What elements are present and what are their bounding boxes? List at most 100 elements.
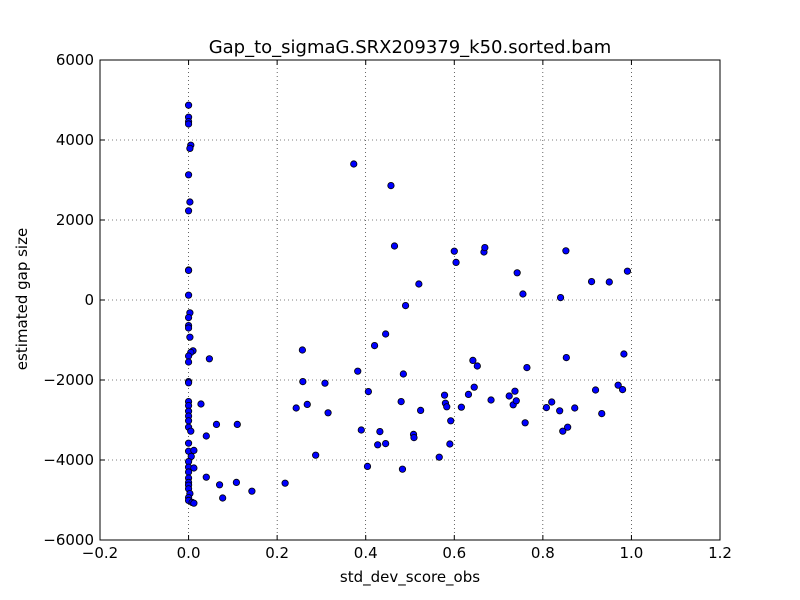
data-point [233,420,241,428]
data-point [417,406,425,414]
data-point [184,352,193,360]
y-axis-title: estimated gap size [13,228,31,370]
data-point [410,433,418,442]
data-point [370,341,379,350]
data-point [215,481,224,489]
data-point [435,453,443,461]
data-point [190,464,198,472]
data-point [398,465,407,473]
data-point [464,390,473,398]
data-point [374,441,382,449]
data-point [202,432,210,440]
data-point [487,396,495,404]
data-point [470,383,478,391]
data-point [232,478,240,486]
data-point [184,324,193,332]
data-point [202,473,210,481]
data-point [219,494,227,502]
y-tick-label: −4000 [43,451,94,469]
data-point [473,362,481,370]
data-point [292,404,300,412]
y-tick-label: −2000 [43,371,94,389]
x-tick-label: 1.0 [619,544,643,562]
data-point [197,400,205,408]
data-point [564,423,572,431]
data-point [184,207,193,215]
x-tick-label: 0.2 [265,544,289,562]
data-point [513,269,521,277]
data-point [281,479,289,487]
data-point [447,417,455,425]
data-point [452,258,460,266]
axis-ticks [99,59,721,541]
data-point [190,446,198,454]
data-point [184,266,193,274]
data-point [382,439,390,448]
chart-title: Gap_to_sigmaG.SRX209379_k50.sorted.bam [209,37,612,58]
data-point [548,398,556,406]
data-point [184,171,193,179]
data-point [571,404,579,412]
x-tick-labels: −0.2 0.0 0.2 0.4 0.6 0.8 1.0 1.2 [82,544,732,562]
data-point [212,420,221,428]
data-point [521,419,529,427]
data-point [354,367,362,375]
data-point [443,403,451,411]
data-point [512,397,520,405]
data-point [186,144,194,152]
y-tick-label: 0 [84,291,94,309]
data-point [542,403,551,412]
data-point [299,377,307,386]
data-point [324,409,332,417]
data-point [184,358,193,366]
data-point [450,247,458,255]
x-tick-label: 0.4 [354,544,378,562]
data-point [186,198,194,206]
x-tick-label: −0.2 [82,544,118,562]
y-tick-label: −6000 [43,531,94,549]
data-point [614,381,622,389]
data-point [187,427,195,435]
data-point [248,487,256,495]
data-point [556,293,565,302]
y-tick-label: 6000 [56,51,94,69]
data-point [303,400,311,408]
data-point [184,291,193,299]
grid-lines [100,60,720,540]
data-point [205,355,213,363]
data-point [618,385,627,394]
data-point [401,301,410,310]
data-point [440,391,449,399]
data-point [184,417,193,425]
data-point [605,278,613,286]
data-point [481,244,489,252]
data-point [382,330,390,338]
data-point [357,426,365,434]
data-point [562,353,570,362]
data-point [397,397,405,406]
y-tick-labels: −6000 −4000 −2000 0 2000 4000 6000 [43,51,94,549]
data-point [184,120,193,128]
data-point [457,403,465,411]
data-point [190,499,198,507]
data-point [556,407,564,415]
x-tick-label: 0.6 [442,544,466,562]
data-points [184,101,632,507]
data-point [519,290,527,298]
data-point [523,363,531,372]
data-point [505,392,513,400]
data-point [620,350,628,358]
data-point [363,462,372,470]
data-point [350,160,358,168]
x-tick-label: 1.2 [708,544,732,562]
data-point [184,101,193,109]
data-point [321,379,329,387]
data-point [446,440,454,448]
data-point [186,333,194,341]
data-point [469,356,477,364]
data-point [184,439,193,447]
data-point [387,182,395,190]
data-point [184,313,193,322]
data-point [184,379,193,387]
